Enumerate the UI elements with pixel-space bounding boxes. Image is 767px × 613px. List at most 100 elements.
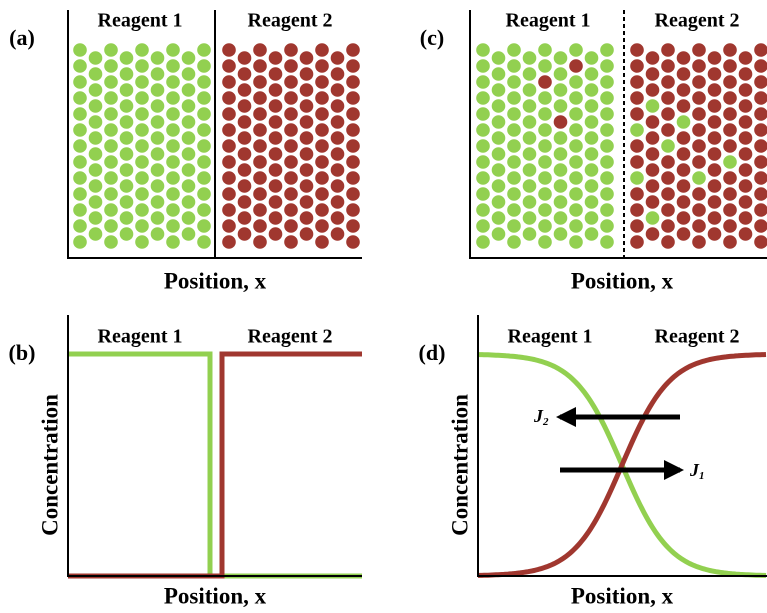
particle: [120, 67, 134, 81]
particle: [182, 147, 196, 161]
particle: [708, 83, 722, 97]
x-axis-label: Position, x: [571, 583, 674, 608]
particle: [135, 235, 149, 249]
particle: [492, 163, 506, 177]
y-axis-label: Concentration: [37, 394, 62, 536]
panel-label: (d): [419, 340, 446, 365]
particle: [739, 179, 753, 193]
particle: [554, 131, 568, 145]
particle: [646, 83, 660, 97]
particle: [661, 75, 675, 89]
particle: [269, 131, 283, 145]
particle: [723, 43, 737, 57]
particle: [739, 83, 753, 97]
particle: [630, 139, 644, 153]
particle: [346, 75, 360, 89]
particle: [661, 123, 675, 137]
particle: [646, 163, 660, 177]
particle: [600, 91, 614, 105]
particle: [166, 123, 180, 137]
particle: [166, 235, 180, 249]
particle: [197, 171, 211, 185]
particle: [104, 155, 118, 169]
particle: [630, 43, 644, 57]
particle: [89, 131, 103, 145]
particle: [507, 75, 521, 89]
particle: [646, 179, 660, 193]
particle: [677, 115, 691, 129]
particle: [300, 51, 314, 65]
particle: [492, 131, 506, 145]
particle: [646, 115, 660, 129]
particle: [238, 83, 252, 97]
particle: [661, 91, 675, 105]
particle: [554, 211, 568, 225]
particle: [331, 51, 345, 65]
particle: [269, 83, 283, 97]
region-label: Reagent 2: [655, 10, 740, 32]
particle: [238, 99, 252, 113]
particle: [554, 67, 568, 81]
particle: [677, 147, 691, 161]
particle: [476, 219, 490, 233]
particle: [646, 147, 660, 161]
particle: [630, 155, 644, 169]
particle: [284, 187, 298, 201]
particle: [315, 171, 329, 185]
particle: [238, 115, 252, 129]
particle: [739, 227, 753, 241]
particle: [182, 131, 196, 145]
particle: [554, 227, 568, 241]
particle: [692, 155, 706, 169]
particle: [151, 83, 165, 97]
particle: [492, 147, 506, 161]
particle: [492, 211, 506, 225]
particle: [120, 179, 134, 193]
particle: [331, 131, 345, 145]
particle: [723, 155, 737, 169]
particle: [269, 115, 283, 129]
particle: [269, 227, 283, 241]
particle: [569, 235, 583, 249]
particle: [646, 211, 660, 225]
particle: [754, 43, 767, 57]
particle: [315, 235, 329, 249]
particle: [507, 43, 521, 57]
x-axis-label: Position, x: [164, 583, 267, 608]
particle: [708, 195, 722, 209]
particle: [89, 147, 103, 161]
particle: [708, 211, 722, 225]
particle: [723, 187, 737, 201]
particle: [661, 59, 675, 73]
particle: [739, 51, 753, 65]
particle: [253, 219, 267, 233]
particle: [507, 59, 521, 73]
particle: [182, 99, 196, 113]
particle: [120, 99, 134, 113]
particle: [73, 219, 87, 233]
particle: [222, 187, 236, 201]
particle: [135, 171, 149, 185]
particle: [692, 219, 706, 233]
particle: [476, 203, 490, 217]
particle: [104, 59, 118, 73]
particle: [739, 99, 753, 113]
particle: [253, 91, 267, 105]
particle: [661, 171, 675, 185]
particle: [554, 115, 568, 129]
particle: [284, 155, 298, 169]
particle: [284, 75, 298, 89]
particle: [238, 67, 252, 81]
particle: [135, 91, 149, 105]
particle: [692, 139, 706, 153]
particle: [331, 83, 345, 97]
particle: [151, 163, 165, 177]
particle: [197, 187, 211, 201]
particle: [135, 107, 149, 121]
particle: [73, 203, 87, 217]
particle: [135, 139, 149, 153]
particle: [182, 179, 196, 193]
particle: [600, 203, 614, 217]
particle: [197, 107, 211, 121]
particle: [120, 147, 134, 161]
